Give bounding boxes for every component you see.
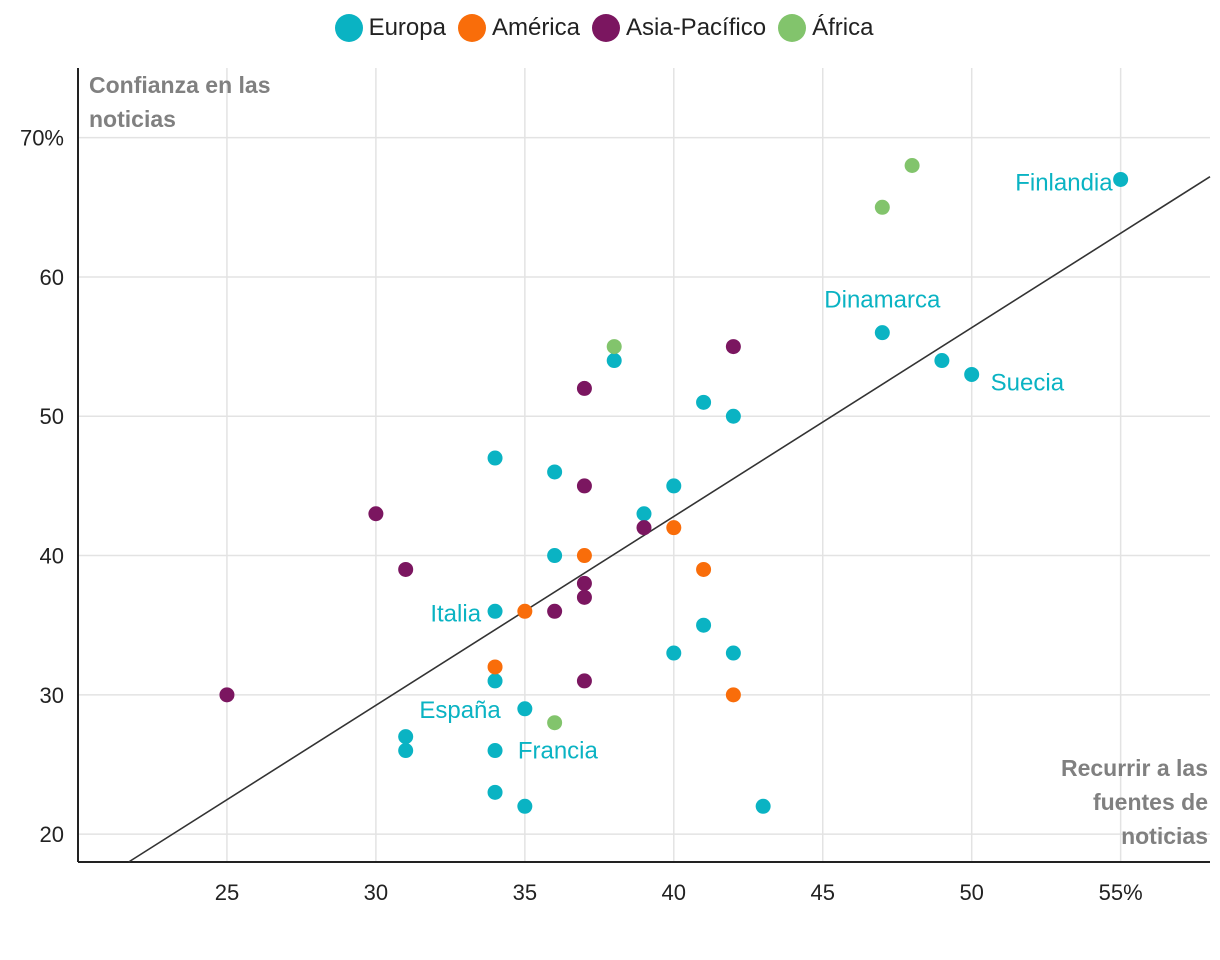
data-point	[547, 715, 563, 731]
y-axis-title: noticias	[89, 106, 176, 132]
data-point	[725, 408, 741, 424]
x-axis-title: fuentes de	[1093, 789, 1208, 815]
data-point	[547, 464, 563, 480]
x-axis-title: noticias	[1121, 823, 1208, 849]
data-point	[219, 687, 235, 703]
data-point	[874, 325, 890, 341]
legend-label: Europa	[368, 14, 446, 41]
data-point	[368, 506, 384, 522]
data-point	[666, 520, 682, 536]
data-point	[398, 743, 414, 759]
legend-swatch	[457, 14, 486, 42]
x-tick-label: 25	[215, 880, 239, 905]
data-point	[666, 478, 682, 494]
data-point	[547, 548, 563, 564]
data-point	[696, 617, 712, 633]
data-point	[1113, 171, 1129, 187]
x-tick-label: 40	[662, 880, 686, 905]
data-point	[517, 798, 533, 814]
data-point	[636, 520, 652, 536]
data-point	[755, 798, 771, 814]
data-point	[576, 478, 592, 494]
x-tick-label: 55%	[1099, 880, 1143, 905]
data-point	[576, 589, 592, 605]
legend-item: Asia-Pacífico	[592, 14, 766, 42]
country-label: España	[419, 697, 501, 724]
data-point	[487, 659, 503, 675]
data-point	[964, 366, 980, 382]
data-point	[398, 561, 414, 577]
legend-swatch	[778, 14, 807, 42]
data-point	[725, 645, 741, 661]
data-point	[666, 645, 682, 661]
country-label: Finlandia	[1015, 169, 1113, 196]
data-point	[576, 380, 592, 396]
legend-label: Asia-Pacífico	[626, 14, 767, 41]
data-point	[487, 784, 503, 800]
data-point	[636, 506, 652, 522]
data-point	[576, 575, 592, 591]
data-point	[517, 701, 533, 717]
data-point	[725, 687, 741, 703]
y-tick-label: 30	[40, 683, 64, 708]
country-label: Italia	[430, 600, 481, 627]
data-point	[547, 603, 563, 619]
data-point	[606, 339, 622, 355]
legend: Europa América Asia-Pacífico África	[0, 14, 1220, 42]
data-point	[517, 603, 533, 619]
y-tick-label: 40	[40, 544, 64, 569]
x-tick-label: 30	[364, 880, 388, 905]
data-point	[576, 673, 592, 689]
x-tick-label: 45	[810, 880, 834, 905]
data-point	[904, 158, 920, 174]
legend-swatch	[592, 14, 620, 42]
data-point	[487, 743, 503, 759]
y-axis-title: Confianza en las	[89, 72, 270, 98]
data-point	[934, 353, 950, 369]
data-point	[487, 603, 503, 619]
data-point	[487, 450, 503, 466]
data-point	[487, 673, 503, 689]
data-point	[576, 548, 592, 564]
country-label: Francia	[518, 738, 599, 765]
data-point	[874, 199, 890, 215]
y-tick-label: 70%	[20, 126, 64, 151]
y-tick-label: 20	[40, 822, 64, 847]
data-point	[398, 729, 414, 745]
y-tick-label: 50	[40, 404, 64, 429]
data-point	[696, 394, 712, 410]
x-tick-label: 50	[959, 880, 983, 905]
legend-item: América	[457, 14, 580, 42]
country-label: Suecia	[991, 369, 1065, 396]
x-axis-title: Recurrir a las	[1061, 755, 1208, 781]
y-tick-label: 60	[40, 265, 64, 290]
legend-label: África	[812, 14, 874, 41]
legend-item: Europa	[334, 14, 446, 42]
legend-swatch	[334, 14, 363, 42]
legend-label: América	[491, 14, 580, 41]
data-point	[725, 339, 741, 355]
x-tick-label: 35	[513, 880, 537, 905]
data-point	[606, 353, 622, 369]
data-point	[696, 561, 712, 577]
legend-item: África	[778, 14, 873, 42]
trend-line	[128, 175, 1211, 863]
country-label: Dinamarca	[824, 287, 941, 314]
